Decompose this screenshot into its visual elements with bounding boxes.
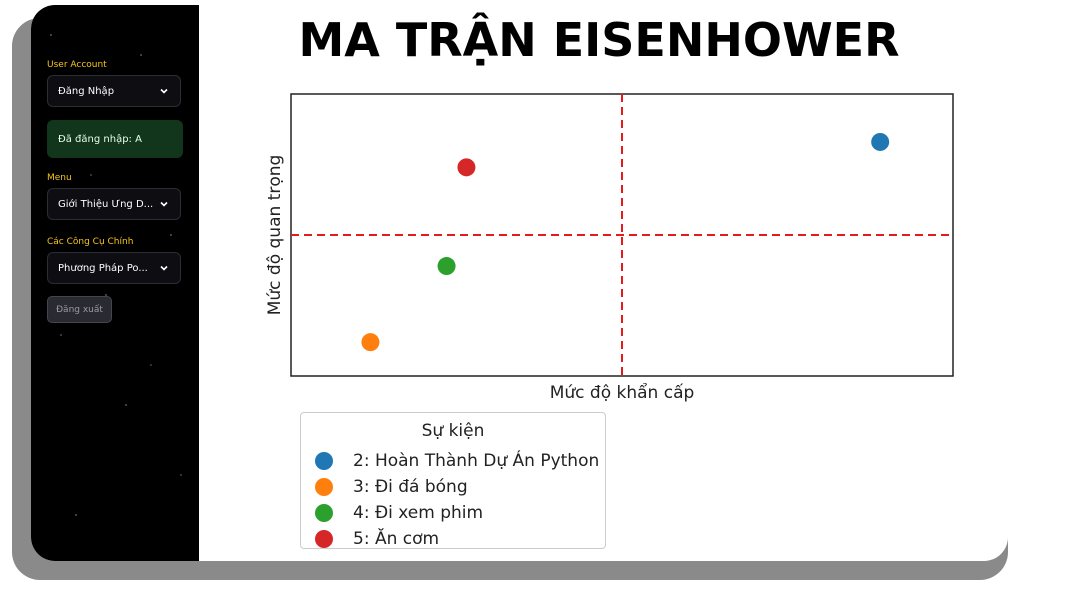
logout-button[interactable]: Đăng xuất bbox=[47, 296, 112, 323]
login-select[interactable]: Đăng Nhập bbox=[47, 75, 181, 107]
legend-item: 2: Hoàn Thành Dự Án Python bbox=[315, 451, 599, 471]
data-point-3 bbox=[437, 257, 456, 276]
legend-label: 3: Đi đá bóng bbox=[353, 477, 468, 497]
legend-title: Sự kiện bbox=[421, 421, 485, 441]
x-axis-label: Mức độ khẩn cấp bbox=[550, 382, 695, 403]
menu-select[interactable]: Giới Thiệu Ứng D... bbox=[47, 188, 181, 220]
legend-label: 2: Hoàn Thành Dự Án Python bbox=[353, 451, 600, 471]
data-point-4 bbox=[457, 158, 476, 177]
login-status-message: Đã đăng nhập: A bbox=[47, 120, 183, 158]
user-account-label: User Account bbox=[47, 60, 107, 70]
menu-label: Menu bbox=[47, 173, 72, 183]
y-axis-label: Mức độ quan trọng bbox=[265, 155, 285, 316]
chevron-down-icon bbox=[160, 201, 168, 207]
legend-item: 4: Đi xem phim bbox=[315, 503, 483, 523]
legend-marker bbox=[315, 452, 333, 470]
tools-select[interactable]: Phương Pháp Po... bbox=[47, 252, 181, 284]
chart-legend: Sự kiện 2: Hoàn Thành Dự Án Python 3: Đi … bbox=[300, 412, 606, 549]
app-window: User Account Đăng Nhập Đã đăng nhập: A M… bbox=[31, 5, 1008, 561]
data-point-2 bbox=[361, 333, 380, 352]
legend-label: 5: Ăn cơm bbox=[353, 529, 440, 549]
legend-marker bbox=[315, 478, 333, 496]
legend-item: 3: Đi đá bóng bbox=[315, 477, 468, 497]
data-point-1 bbox=[871, 132, 890, 151]
legend-item: 5: Ăn cơm bbox=[315, 529, 439, 549]
chevron-down-icon bbox=[160, 265, 168, 271]
page-title: MA TRẬN EISENHOWER bbox=[298, 13, 900, 67]
tools-label: Các Công Cụ Chính bbox=[47, 237, 134, 247]
legend-marker bbox=[315, 504, 333, 522]
sidebar: User Account Đăng Nhập Đã đăng nhập: A M… bbox=[31, 5, 199, 561]
legend-marker bbox=[315, 530, 333, 548]
eisenhower-chart: Mức độ khẩn cấp Mức độ quan trọng bbox=[265, 93, 954, 403]
legend-label: 4: Đi xem phim bbox=[353, 503, 484, 523]
chevron-down-icon bbox=[160, 88, 168, 94]
